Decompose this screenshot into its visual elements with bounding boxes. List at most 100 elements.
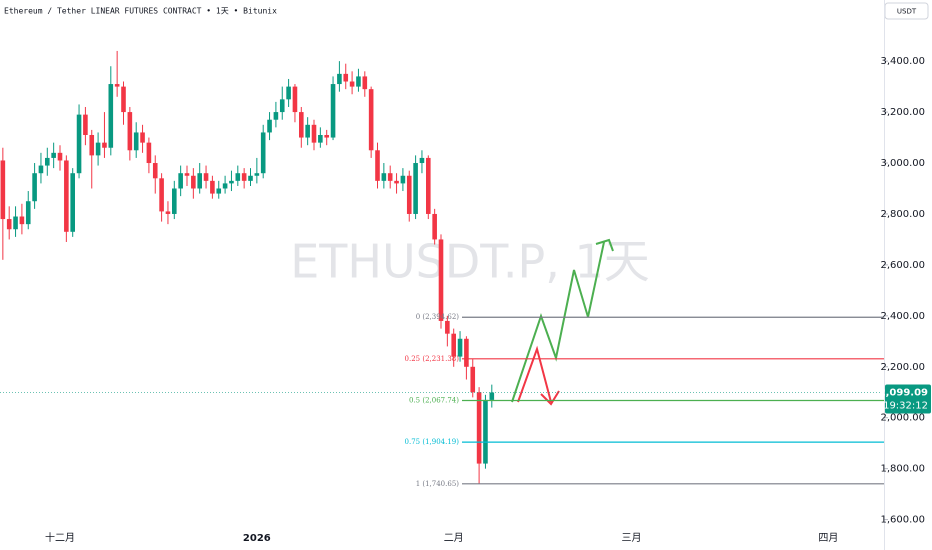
candle-body [489,392,495,400]
candle-body [0,160,6,220]
candle-body [254,173,260,176]
candle-body [146,142,152,164]
candle-body [426,157,431,214]
x-tick-label: 四月 [818,532,838,544]
watermark: ETHUSDT.P, 1天 [290,235,650,289]
candle-body [343,73,349,82]
candle-body [419,157,425,164]
y-tick-label: 3,200.00 [880,107,925,118]
candle-body [140,132,145,143]
candle-body [286,86,291,100]
y-tick-label: 2,600.00 [880,260,925,271]
candle-body [318,135,323,143]
candle-body [89,135,95,156]
x-tick-label: 二月 [444,532,464,544]
candle-body [121,86,126,113]
candle-body [229,180,234,184]
bear-path-arrow [517,345,552,403]
candle-body [445,320,450,334]
y-tick-label: 3,000.00 [880,158,925,169]
candle-body [222,183,228,189]
y-tick-label: 1,600.00 [880,515,925,526]
candle-body [311,124,317,143]
y-tick-label: 1,800.00 [880,464,925,475]
candle-body [381,173,387,181]
candle-body [133,132,139,151]
fib-label: 1 (1,740.65) [416,480,460,488]
y-tick-label: 2,000.00 [880,413,925,424]
candle-body [292,86,298,113]
candle-body [70,173,75,232]
candle-body [203,173,209,181]
candle-body [476,392,482,464]
bull-arrowhead [595,238,614,252]
candle-body [102,142,107,148]
candle-body [248,175,253,181]
candle-body [470,366,476,393]
candle-body [368,89,374,151]
candle-body [349,81,355,87]
candle-body [83,114,88,135]
candle-body [413,163,418,214]
candle-body [38,165,44,174]
candle-body [324,135,329,138]
candle-body [216,188,222,194]
y-tick-label: 2,200.00 [880,362,925,373]
candle-body [241,173,247,181]
candle-body [13,216,18,230]
candle-body [299,112,304,138]
fib-label: 0.5 (2,067.74) [409,396,459,404]
candle-body [64,160,69,232]
candle-body [356,76,361,87]
candle-body [152,163,158,179]
candle-body [184,173,190,176]
candle-body [197,173,202,189]
candle-body [464,338,469,367]
candle-body [305,124,310,138]
candle-body [387,173,393,181]
candle-body [178,173,183,189]
countdown-label: 19:32:12 [883,400,928,411]
candle-body [191,175,196,189]
currency-label[interactable]: USDT [897,8,917,16]
candle-body [45,157,50,166]
candle-body [172,188,177,214]
bull-path-arrow [511,241,605,403]
candle-body [25,201,31,225]
fib-label: 0.25 (2,231.38) [405,355,460,363]
candle-body [375,150,380,181]
candle-body [159,178,164,212]
candle-body [267,119,272,133]
bear-arrowhead [540,390,560,406]
candle-body [337,73,342,85]
candle-body [19,216,25,225]
candle-body [406,175,412,214]
candle-body [57,152,63,161]
candle-body [235,173,241,181]
candle-body [114,84,120,87]
candle-body [483,399,488,464]
candle-body [108,84,114,148]
candle-body [394,180,399,184]
candle-body [457,338,463,357]
candle-body [362,76,368,90]
candle-body [432,213,437,240]
candle-body [260,132,266,174]
candle-body [127,112,133,151]
x-tick-label: 十二月 [45,531,75,544]
candle-body [51,152,56,158]
y-tick-label: 3,400.00 [880,56,925,67]
fib-label: 0.75 (1,904.19) [405,438,460,446]
candle-body [330,84,336,138]
candle-body [279,99,285,113]
candle-body [210,180,215,194]
y-tick-label: 2,400.00 [880,311,925,322]
candle-body [95,142,101,156]
y-tick-label: 2,800.00 [880,209,925,220]
candle-body [273,112,279,120]
chart-title: Ethereum / Tether LINEAR FUTURES CONTRAC… [4,7,277,16]
x-tick-label: 2026 [243,533,271,544]
